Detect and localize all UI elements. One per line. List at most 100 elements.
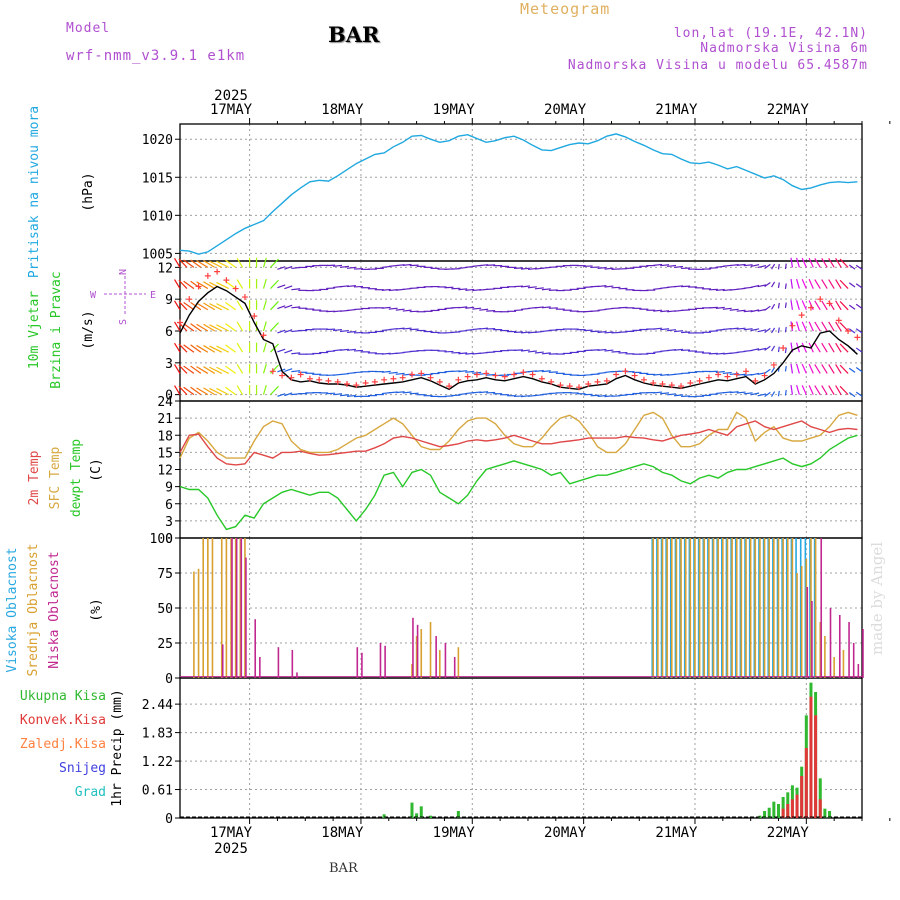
wind-arrow [262,257,267,268]
pressure-axis-label: Pritisak na nivou mora [27,106,42,278]
wind-arrow [465,352,475,355]
wind-arrow [784,365,787,372]
wind-arrow [653,373,663,376]
wind-arrow [277,348,286,353]
temp-dewpt-label: dewpt Temp [69,439,84,517]
precip-bar [823,808,827,818]
y-tick-label: 50 [157,602,173,617]
wind-arrow [465,370,475,373]
wind-arrow [729,327,739,330]
wind-arrow [667,329,677,332]
wind-arrow [771,345,776,352]
wind-arrow [479,308,489,311]
precip-bar [800,776,804,818]
gust-marker [715,371,722,378]
wind-arrow [270,364,279,374]
precip-bar [818,799,822,818]
precip-bar [772,801,776,818]
x-tick-label-bottom: 22MAY [767,825,810,841]
x-tick-label-bottom: 17MAY [210,825,253,841]
gust-marker [269,368,276,375]
wind-arrow [284,392,293,397]
wind-arrow [520,331,530,334]
wind-arrow [801,300,807,311]
wind-arrow [174,300,181,311]
wind-arrow [674,330,684,333]
wind-arrow [458,352,468,355]
wind-arrow [839,322,849,332]
wind-arrow [291,288,301,291]
wind-arrow [796,278,800,289]
wind-arrow [236,258,244,268]
wind-arrow [784,347,787,354]
y-tick-label: 0.61 [142,784,173,799]
wind-arrow [777,390,780,397]
gust-marker [232,285,239,292]
wind-arrow [855,328,863,334]
precip-bar [415,813,419,818]
wind-arrow [479,327,489,330]
wind-arrow [814,364,821,374]
panel-frame [179,123,863,262]
gust-marker [650,379,657,386]
wind-arrow [597,394,607,398]
wind-arrow [855,367,863,373]
wind-arrow [262,363,267,374]
wind-arrow [674,348,684,351]
gust-marker [464,373,471,380]
wind-arrow [216,281,229,290]
wind-arrow [388,371,398,374]
y-tick-label: 1005 [142,247,173,262]
wind-arrow [196,302,209,311]
wind-arrow [808,321,814,332]
wind-arrow [828,364,835,374]
wind-arrow [216,387,229,396]
wind-arrow [855,391,863,397]
compass-south: S [118,319,129,325]
gust-marker [594,378,601,385]
wind-arrow [604,349,614,352]
temp-unit-label: (C) [89,458,104,481]
gust-marker [622,368,629,375]
gust-marker [186,296,193,303]
wind-arrow [381,288,391,291]
wind-arrow [520,285,530,288]
wind-arrow [839,364,849,374]
wind-arrow [814,342,821,353]
gust-marker [557,382,564,389]
wind-arrow [660,328,670,331]
wind-arrow [771,303,776,310]
wind-arrow [174,342,181,353]
compass-north: N [118,269,129,275]
wind-arrow [848,328,856,334]
wind-arrow [835,385,842,395]
wind-arrow [750,328,760,332]
wind-arrow [346,330,356,334]
wind-arrow [722,307,732,310]
precip-bar [456,811,460,818]
wind-arrow [835,364,842,374]
wind-arrow [541,288,551,291]
wind-arrow [757,284,767,288]
gust-marker [436,378,443,385]
wind-arrow [178,385,188,396]
wind-arrow [402,263,412,266]
wind-arrow [790,363,794,374]
wind-arrow [236,385,244,395]
precip-bar [786,804,790,818]
cloud-high-label: Visoka Oblacnost [5,547,20,672]
wind-arrow [236,364,244,374]
wind-arrow [777,263,780,270]
gust-marker [807,304,814,311]
wind-arrow [848,391,856,398]
y-tick-label: 21 [157,412,173,427]
wind-arrow [743,310,753,313]
gust-marker [483,370,490,377]
wind-arrow [381,370,391,373]
wind-arrow [667,264,677,268]
wind-arrow [790,278,794,289]
wind-arrow [190,323,202,332]
wind-arrow [796,321,800,332]
wind-arrow [209,366,223,374]
wind-arrow [848,264,856,270]
